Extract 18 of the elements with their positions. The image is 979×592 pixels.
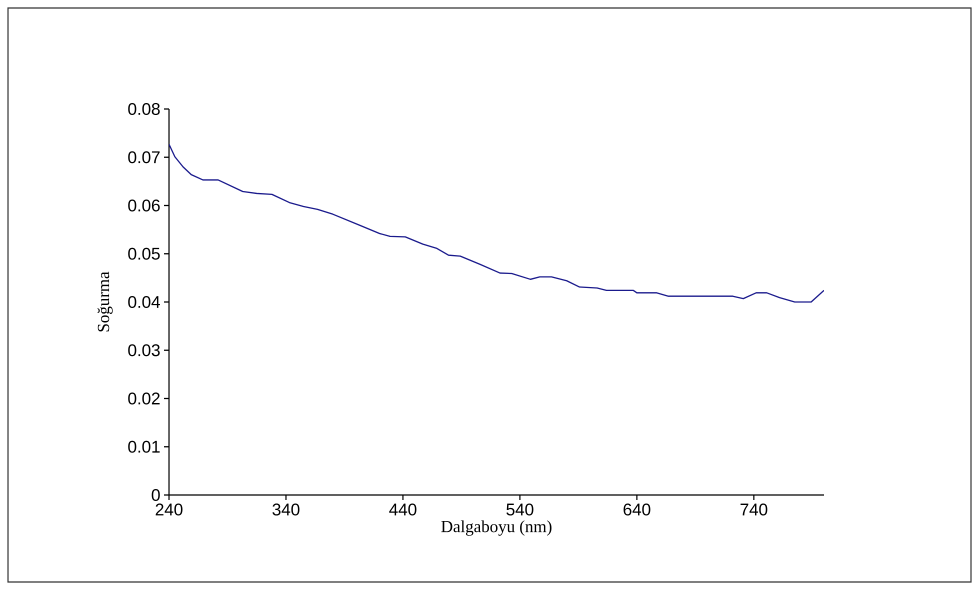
line-series bbox=[169, 144, 824, 303]
y-tick-label: 0.04 bbox=[128, 296, 160, 308]
y-tick-label: 0.05 bbox=[128, 248, 160, 260]
x-tick-label: 740 bbox=[740, 504, 768, 516]
y-tick-label: 0.03 bbox=[128, 344, 160, 356]
y-tick-label: 0 bbox=[152, 488, 160, 501]
x-tick-label: 340 bbox=[272, 504, 300, 516]
x-tick-label: 640 bbox=[624, 504, 650, 516]
x-tick-label: 540 bbox=[506, 504, 534, 516]
x-tick-label: 440 bbox=[389, 504, 416, 516]
y-tick-label: 0.01 bbox=[128, 440, 160, 453]
y-tick-label: 0.06 bbox=[128, 199, 160, 212]
x-tick-label: 240 bbox=[156, 504, 182, 516]
y-tick-label: 0.08 bbox=[128, 102, 160, 115]
y-tick-label: 0.02 bbox=[128, 392, 160, 404]
y-axis-title: Soğurma bbox=[97, 272, 113, 332]
y-tick-label: 0.07 bbox=[128, 151, 160, 164]
x-axis-title: Dalgaboyu (nm) bbox=[441, 520, 552, 536]
